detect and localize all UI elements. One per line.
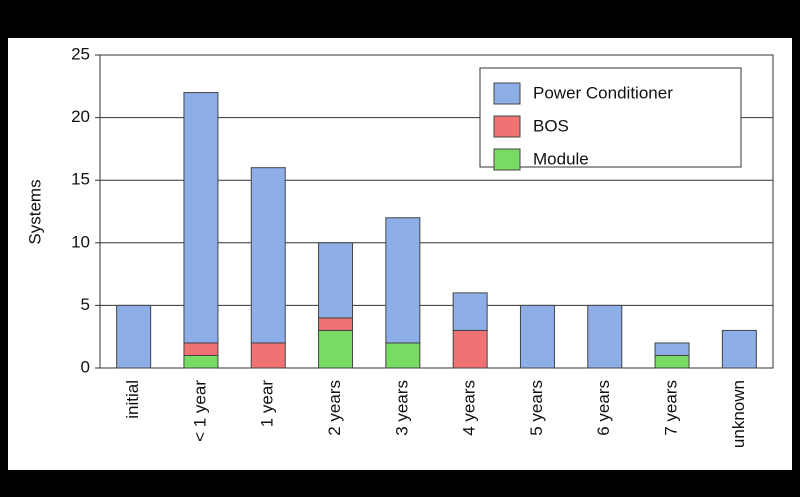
bar-segment bbox=[250, 167, 286, 344]
bar-segment bbox=[385, 217, 421, 344]
x-tick-label: 4 years bbox=[460, 380, 479, 436]
bar-segment bbox=[519, 304, 555, 369]
bar-segment bbox=[318, 242, 354, 319]
x-tick-label: 6 years bbox=[594, 380, 613, 436]
y-axis-label: Systems bbox=[25, 179, 44, 244]
legend-label: BOS bbox=[533, 116, 569, 135]
x-tick-label: 2 years bbox=[325, 380, 344, 436]
y-tick-label: 20 bbox=[71, 107, 90, 126]
x-tick-label: 7 years bbox=[662, 380, 681, 436]
legend-swatch bbox=[493, 148, 521, 171]
y-tick-label: 25 bbox=[71, 44, 90, 63]
bar-segment bbox=[183, 354, 219, 369]
bar-segment bbox=[721, 329, 757, 369]
bar-segment bbox=[183, 342, 219, 356]
y-tick-label: 5 bbox=[81, 295, 90, 314]
bar-segment bbox=[318, 317, 354, 331]
legend-label: Module bbox=[533, 149, 589, 168]
bar-segment bbox=[654, 342, 690, 356]
y-tick-label: 15 bbox=[71, 170, 90, 189]
x-tick-label: 3 years bbox=[392, 380, 411, 436]
bar-segment bbox=[250, 342, 286, 369]
x-tick-label: < 1 year bbox=[190, 380, 209, 442]
bar-segment bbox=[452, 292, 488, 331]
bar-segment bbox=[116, 304, 152, 369]
plot-frame bbox=[99, 54, 774, 369]
y-tick-label: 10 bbox=[71, 232, 90, 251]
x-tick-label: 5 years bbox=[527, 380, 546, 436]
bar-segment bbox=[452, 329, 488, 369]
x-tick-label: 1 year bbox=[258, 380, 277, 428]
legend-box bbox=[479, 67, 742, 168]
legend-swatch bbox=[493, 115, 521, 138]
legend-swatch bbox=[493, 82, 521, 105]
y-tick-label: 0 bbox=[81, 357, 90, 376]
legend-label: Power Conditioner bbox=[533, 83, 673, 102]
bar-segment bbox=[654, 354, 690, 369]
bar-segment bbox=[183, 92, 219, 344]
bar-segment bbox=[385, 342, 421, 369]
x-tick-label: initial bbox=[123, 380, 142, 419]
x-tick-label: unknown bbox=[729, 380, 748, 448]
bar-segment bbox=[587, 304, 623, 369]
bar-segment bbox=[318, 329, 354, 369]
